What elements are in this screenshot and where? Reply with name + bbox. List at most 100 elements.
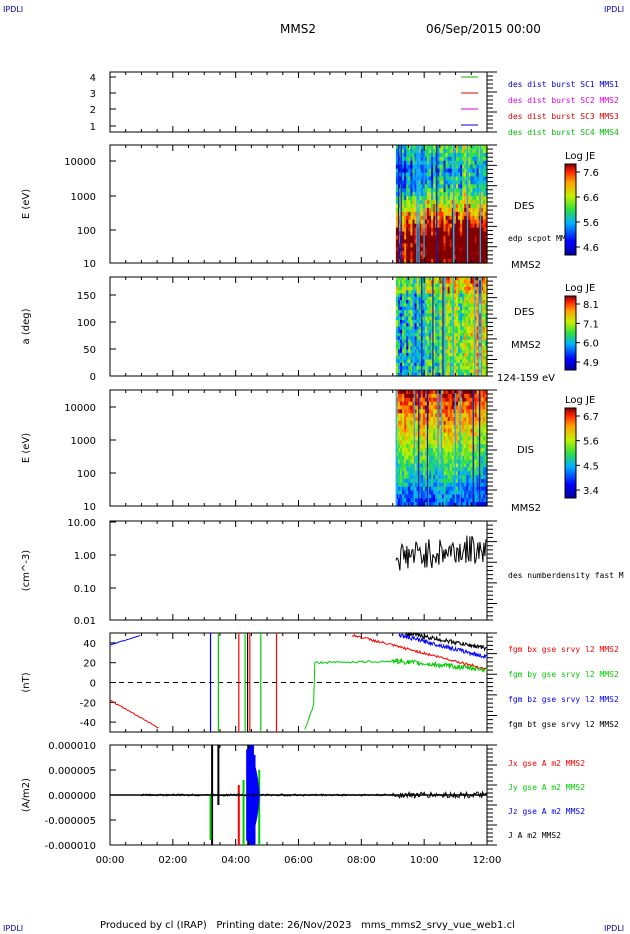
spectrogram-cell <box>447 319 451 324</box>
spectrogram-cell <box>451 482 455 488</box>
spectrogram-cell <box>441 440 445 445</box>
spectrogram-cell <box>474 333 478 337</box>
spectrogram-cell <box>447 329 451 334</box>
colorbar-title: Log JE <box>565 283 595 294</box>
spectrogram-cell <box>451 393 455 399</box>
spectrogram-cell <box>472 196 476 201</box>
spectrogram-cell <box>410 336 414 341</box>
x-tick-label: 04:00 <box>221 855 250 866</box>
spectrogram-cell <box>466 296 469 301</box>
spectrogram-cell <box>464 192 467 197</box>
spectrogram-cell <box>482 306 486 311</box>
spectrogram-cell <box>400 362 403 367</box>
spectrogram-cell <box>406 356 409 361</box>
spectrogram-cell <box>464 160 467 166</box>
spectrogram-cell <box>484 204 488 209</box>
spectrogram-cell <box>404 280 407 285</box>
spectrogram-cell <box>416 277 420 281</box>
spectrogram-cell <box>460 369 463 374</box>
spectrogram-cell <box>427 172 430 177</box>
spectrogram-cell <box>400 356 403 361</box>
spectrogram-cell <box>460 303 463 308</box>
spectrogram-cell <box>398 356 401 361</box>
spectrogram-cell <box>445 239 449 244</box>
spectrogram-cell <box>422 475 426 480</box>
spectrogram-cell <box>455 424 459 430</box>
spectrogram-cell <box>404 247 407 252</box>
spectrogram-cell <box>402 164 405 170</box>
spectrogram-cell <box>470 160 474 166</box>
spectrogram-cell <box>420 486 424 492</box>
spectrogram-cell <box>468 286 472 291</box>
spectrogram-cell <box>412 247 416 252</box>
spectrogram-cell <box>402 494 405 499</box>
spectrogram-cell <box>460 286 463 291</box>
spectrogram-cell <box>395 498 399 503</box>
spectrogram-cell <box>398 300 401 304</box>
spectrogram-cell <box>416 184 420 189</box>
spectrogram-cell <box>412 148 416 154</box>
spectrogram-cell <box>464 362 467 367</box>
y-axis-label: E (eV) <box>21 189 32 219</box>
spectrogram-cell <box>482 180 486 185</box>
spectrogram-cell <box>439 296 443 301</box>
spectrogram-cell <box>484 352 488 357</box>
spectrogram-cell <box>437 498 440 503</box>
spectrogram-cell <box>455 277 459 281</box>
spectrogram-cell <box>406 160 409 166</box>
spectrogram-cell <box>439 286 443 291</box>
spectrogram-cell <box>429 390 432 395</box>
spectrogram-cell <box>455 502 459 507</box>
spectrogram-cell <box>412 180 416 185</box>
spectrogram-cell <box>447 482 451 488</box>
spectrogram-cell <box>449 428 453 434</box>
spectrogram-cell <box>482 243 486 248</box>
spectrogram-cell <box>400 286 403 291</box>
spectrogram-cell <box>484 369 488 374</box>
spectrogram-cell <box>416 448 420 453</box>
spectrogram-cell <box>414 148 418 154</box>
spectrogram-cell <box>472 326 476 331</box>
spectrogram-cell <box>480 356 484 361</box>
spectrogram-cell <box>466 397 469 403</box>
spectrogram-cell <box>410 247 414 252</box>
spectrogram-cell <box>439 316 443 321</box>
spectrogram-cell <box>470 192 474 197</box>
spectrogram-cell <box>414 293 418 298</box>
spectrogram-cell <box>476 333 480 337</box>
right-label: MMS2 <box>511 340 541 351</box>
spectrogram-cell <box>433 176 436 181</box>
spectrogram-cell <box>443 482 447 488</box>
spectrogram-cell <box>427 482 430 488</box>
spectrogram-cell <box>429 251 432 256</box>
spectrogram-cell <box>410 349 414 354</box>
spectrogram-cell <box>474 494 478 499</box>
spectrogram-cell <box>431 397 434 403</box>
spectrogram-cell <box>482 424 486 430</box>
spectrogram-cell <box>422 459 426 465</box>
spectrogram-cell <box>416 397 420 403</box>
spectrogram-cell <box>470 164 474 170</box>
spectrogram-cell <box>460 196 463 201</box>
spectrogram-cell <box>445 223 449 229</box>
spectrogram-cell <box>455 397 459 403</box>
spectrogram-cell <box>480 440 484 445</box>
spectrogram-cell <box>404 451 407 457</box>
spectrogram-cell <box>422 293 426 298</box>
spectrogram-cell <box>431 482 434 488</box>
spectrogram-cell <box>429 405 432 410</box>
spectrogram-cell <box>447 401 451 407</box>
spectrogram-cell <box>412 211 416 217</box>
spectrogram-cell <box>449 352 453 357</box>
spectrogram-cell <box>460 211 463 217</box>
spectrogram-cell <box>429 455 432 461</box>
corner-mark-tl: IPDLI <box>3 5 23 14</box>
spectrogram-cell <box>424 494 428 499</box>
spectrogram-cell <box>447 235 451 240</box>
spectrogram-cell <box>437 211 440 217</box>
spectrogram-cell <box>462 255 465 260</box>
spectrogram-cell <box>418 467 422 472</box>
spectrogram-cell <box>420 259 424 264</box>
spectrogram-cell <box>406 372 409 377</box>
spectrogram-cell <box>464 405 467 410</box>
